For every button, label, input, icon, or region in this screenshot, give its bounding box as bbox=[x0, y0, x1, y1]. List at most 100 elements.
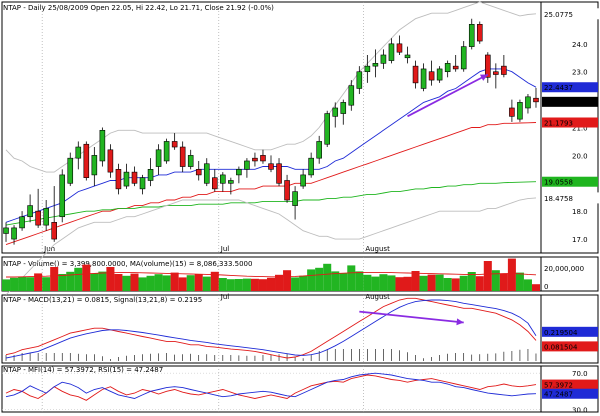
volume-bar bbox=[443, 278, 452, 291]
candle-body bbox=[260, 155, 266, 162]
macd-marker-label: 0.219504 bbox=[544, 329, 578, 337]
volume-bar bbox=[186, 275, 195, 291]
candle-body bbox=[139, 177, 146, 190]
candle-body bbox=[99, 129, 106, 162]
candle-body bbox=[420, 68, 427, 89]
candle-body bbox=[388, 43, 395, 61]
candle-body bbox=[67, 157, 74, 184]
volume-bar bbox=[467, 272, 476, 291]
candle-body bbox=[43, 208, 49, 226]
volume-bar bbox=[491, 270, 500, 291]
volume-bar bbox=[34, 273, 43, 291]
volume-bar bbox=[242, 278, 251, 291]
candle-body bbox=[75, 146, 82, 159]
candle-body bbox=[340, 102, 347, 114]
price-marker-label: 25.0775 bbox=[544, 11, 573, 19]
mfi-marker-label: 57.3972 bbox=[544, 382, 573, 390]
candle-body bbox=[428, 71, 435, 81]
candle-body bbox=[412, 65, 419, 84]
candle-body bbox=[356, 71, 363, 89]
volume-bar bbox=[307, 269, 316, 291]
candle-body bbox=[452, 65, 459, 70]
candle-body bbox=[316, 141, 322, 159]
volume-bar bbox=[379, 274, 388, 291]
candle-body bbox=[147, 169, 154, 181]
volume-bar bbox=[234, 279, 243, 291]
volume-bar bbox=[218, 278, 227, 291]
volume-bar bbox=[138, 277, 147, 291]
candle-body bbox=[284, 180, 290, 201]
mfi-y-tick: 30.0 bbox=[572, 406, 588, 414]
volume-bar bbox=[18, 276, 27, 291]
candle-body bbox=[179, 146, 186, 167]
volume-bar bbox=[2, 279, 11, 291]
candle-body bbox=[220, 174, 226, 184]
macd-line-2 bbox=[5, 299, 537, 359]
volume-bar bbox=[275, 274, 284, 291]
mfi-marker-label: 47.2487 bbox=[544, 391, 573, 399]
macd-marker-box bbox=[542, 326, 598, 337]
volume-bar bbox=[162, 275, 171, 291]
candle-body bbox=[163, 141, 170, 162]
volume-y-label-bottom: 0 bbox=[544, 283, 548, 291]
volume-bar bbox=[226, 279, 235, 291]
price-marker-label: 22.4437 bbox=[544, 84, 573, 92]
volume-bar bbox=[411, 271, 420, 291]
candle-body bbox=[131, 171, 138, 184]
volume-ma-line bbox=[6, 271, 537, 278]
candle-body bbox=[332, 107, 339, 117]
volume-bar bbox=[170, 272, 179, 291]
candle-body bbox=[468, 24, 475, 47]
candle-body bbox=[292, 191, 298, 206]
candle-body bbox=[83, 143, 90, 179]
candle-body bbox=[493, 71, 499, 75]
candle-body bbox=[533, 97, 539, 103]
candle-body bbox=[372, 63, 379, 67]
volume-bar bbox=[435, 274, 444, 291]
candle-body bbox=[380, 54, 387, 64]
macd-line-1 bbox=[5, 297, 537, 359]
x-tick-label-jul: Jul bbox=[220, 245, 230, 253]
volume-y-label-top: 20,000,000 bbox=[544, 265, 584, 273]
volume-bar bbox=[202, 276, 211, 291]
candle-body bbox=[228, 180, 234, 184]
volume-panel-title: NTAP - Volume() = 3,399,800.0000, MA(vol… bbox=[3, 260, 252, 268]
candle-body bbox=[252, 157, 258, 162]
price-marker-box bbox=[542, 96, 598, 107]
price-y-tick: 18.0 bbox=[572, 208, 588, 216]
volume-bar bbox=[194, 274, 203, 291]
price-marker-box bbox=[541, 192, 599, 204]
candle-body bbox=[59, 174, 66, 218]
candle-body bbox=[236, 169, 242, 176]
volume-bar bbox=[114, 274, 123, 291]
volume-x-tick-label: August bbox=[365, 293, 390, 301]
candle-body bbox=[509, 107, 515, 117]
price-marker-box bbox=[542, 82, 598, 93]
candle-body bbox=[115, 169, 122, 190]
volume-bar bbox=[315, 267, 324, 291]
volume-bar bbox=[531, 284, 540, 291]
annotation-arrow-head bbox=[456, 318, 464, 326]
candle-body bbox=[155, 149, 162, 167]
volume-bar bbox=[250, 278, 259, 291]
candle-body bbox=[123, 171, 130, 187]
price-marker-box bbox=[542, 176, 598, 187]
candle-body bbox=[436, 68, 443, 81]
volume-bar bbox=[347, 265, 356, 291]
volume-bar bbox=[331, 271, 340, 291]
price-marker-label: 21.92 bbox=[544, 99, 564, 107]
volume-bar bbox=[323, 263, 332, 291]
volume-bar bbox=[499, 273, 508, 291]
candle-body bbox=[300, 174, 306, 187]
candle-body bbox=[517, 102, 523, 120]
price-marker-label: 19.0558 bbox=[544, 179, 573, 187]
x-tick-label-august: August bbox=[365, 245, 390, 253]
volume-bar bbox=[355, 271, 364, 291]
mfi-rsi-panel-title: NTAP - MFI(14) = 57.3972, RSI(15) = 47.2… bbox=[3, 366, 163, 374]
mfi-line-2 bbox=[5, 372, 537, 399]
mfi-y-tick: 70.0 bbox=[572, 370, 588, 378]
volume-bar bbox=[419, 275, 428, 291]
